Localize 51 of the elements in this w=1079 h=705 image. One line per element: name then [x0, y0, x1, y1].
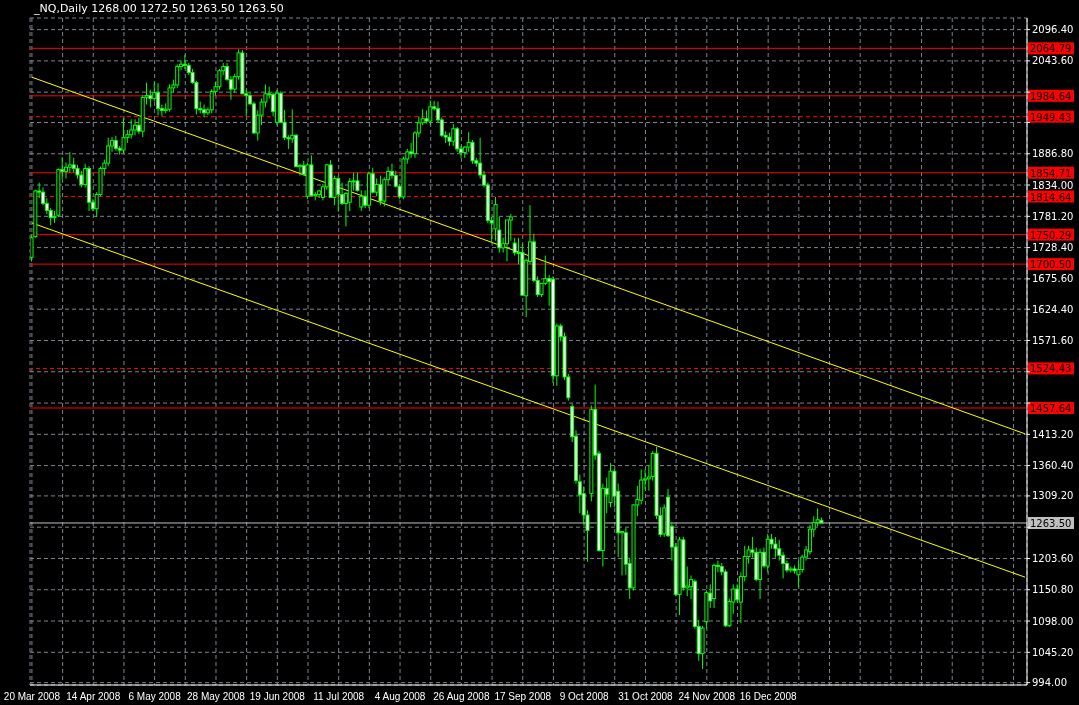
y-tick-label: 2096.40 — [1032, 24, 1074, 36]
candlestick — [508, 213, 513, 242]
x-tick-label: 6 May 2008 — [128, 691, 182, 703]
y-tick-label: 1675.60 — [1032, 273, 1074, 285]
candlestick — [175, 63, 180, 89]
x-tick-label: 16 Dec 2008 — [739, 691, 797, 703]
y-tick-label: 1045.20 — [1032, 646, 1074, 658]
y-tick-label: 1098.00 — [1032, 615, 1074, 627]
candlestick — [773, 536, 778, 559]
x-tick-label: 14 Apr 2008 — [66, 691, 121, 703]
candlestick — [428, 99, 433, 126]
y-tick-label: 1781.20 — [1032, 210, 1074, 222]
candlestick — [129, 118, 134, 140]
ref-line-label: 1524.43 — [1030, 363, 1072, 375]
ref-line-label: 1263.50 — [1030, 517, 1072, 529]
y-tick-label: 1624.40 — [1032, 303, 1074, 315]
y-tick-label: 1728.40 — [1032, 242, 1074, 254]
x-tick-label: 19 Jun 2008 — [249, 691, 306, 703]
y-tick-label: 2043.60 — [1032, 55, 1074, 67]
y-tick-label: 1203.60 — [1032, 553, 1074, 565]
ref-line-label: 1457.64 — [1030, 402, 1072, 414]
chart-title: _NQ,Daily 1268.00 1272.50 1263.50 1263.50 — [34, 2, 284, 15]
y-tick-label: 994.00 — [1032, 677, 1067, 689]
y-tick-label: 1360.40 — [1032, 460, 1074, 472]
ref-line-label: 1984.64 — [1030, 90, 1072, 102]
ref-line-label: 1854.71 — [1030, 167, 1072, 179]
candlestick — [202, 103, 207, 119]
x-tick-label: 26 Aug 2008 — [433, 691, 490, 703]
x-tick-label: 24 Nov 2008 — [678, 691, 736, 703]
x-tick-label: 31 Oct 2008 — [618, 691, 674, 703]
ref-line-label: 1949.43 — [1030, 111, 1072, 123]
x-tick-label: 17 Sep 2008 — [494, 691, 552, 703]
ref-line-label: 1814.64 — [1030, 191, 1072, 203]
ref-line-label: 1700.50 — [1030, 259, 1072, 271]
candlestick — [133, 118, 138, 136]
y-tick-label: 1886.80 — [1032, 148, 1074, 160]
candlestick — [156, 82, 161, 116]
y-tick-label: 1571.60 — [1032, 335, 1074, 347]
candlestick — [451, 123, 456, 147]
x-tick-label: 11 Jul 2008 — [313, 691, 365, 703]
y-tick-label: 1150.80 — [1032, 584, 1074, 596]
y-tick-label: 1309.20 — [1032, 490, 1074, 502]
ref-line-label: 1750.29 — [1030, 229, 1072, 241]
y-tick-label: 1834.00 — [1032, 179, 1074, 191]
y-tick-label: 1413.20 — [1032, 428, 1074, 440]
x-tick-label: 28 May 2008 — [187, 691, 246, 703]
ref-line-label: 2064.79 — [1030, 43, 1072, 55]
x-tick-label: 4 Aug 2008 — [374, 691, 426, 703]
x-tick-label: 9 Oct 2008 — [559, 691, 609, 703]
x-tick-label: 20 Mar 2008 — [3, 691, 61, 703]
candlestick — [336, 175, 341, 213]
